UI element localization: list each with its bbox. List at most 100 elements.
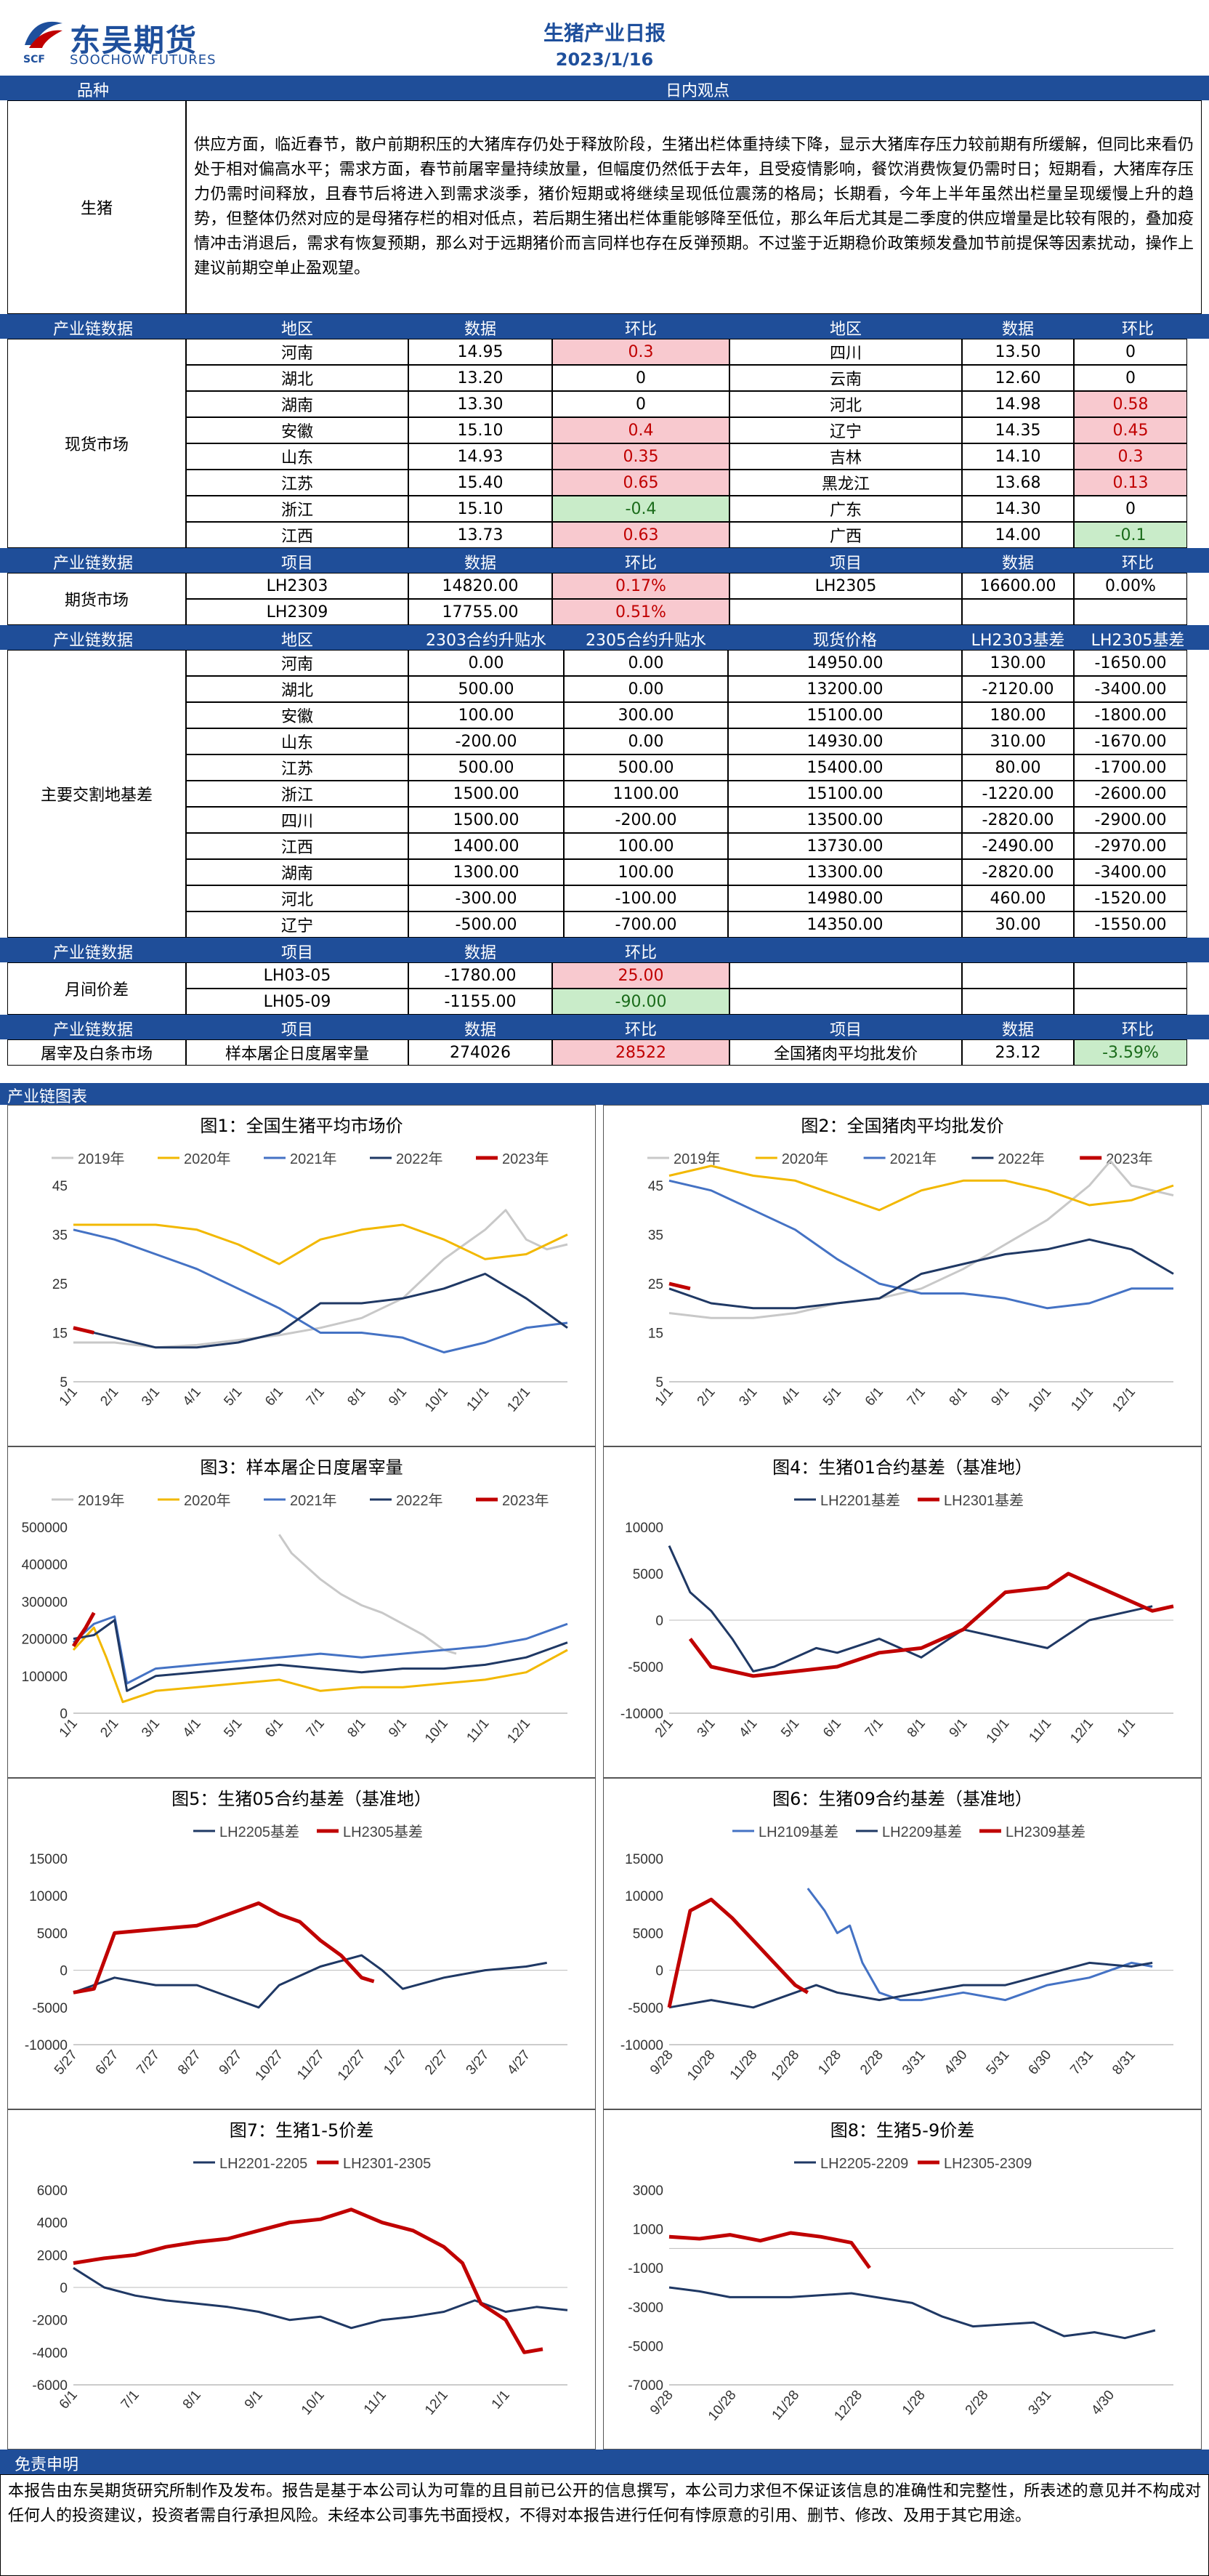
basis-row-cell: 180.00 [962,702,1074,728]
spot-row-cell: 14.95 [408,339,552,365]
x-tick-label: 10/1 [1025,1385,1054,1415]
spread-row-cell [1074,989,1187,1015]
x-tick-label: 10/1 [422,1716,451,1747]
chart-svg: 2019年 2020年 2021年 2022年 2023年 0 100000 200000 30… [22,1492,568,1747]
legend-label: 2019年 [674,1151,721,1167]
basis-row-cell: -2900.00 [1074,807,1187,833]
basis-row-cell: 460.00 [962,885,1074,911]
futures-row-cell: 0.51% [552,599,729,625]
basis-band-col: 地区 [280,632,313,650]
slaughter-band-col: 环比 [1121,1021,1154,1039]
basis-row-cell: 14350.00 [728,911,962,938]
basis-row-cell: 山东 [186,728,408,754]
spot-market-label: 现货市场 [7,339,186,548]
basis-row-cell: -1520.00 [1074,885,1187,911]
basis-row-cell: -1650.00 [1074,650,1187,676]
chart-title: 图2：全国猪肉平均批发价 [801,1116,1004,1136]
legend-label: 2021年 [290,1151,337,1167]
spot-row-cell: 0.58 [1074,391,1187,417]
spread-label: 月间价差 [7,962,186,1015]
spot-row-cell: 14.98 [962,391,1074,417]
spot-row-cell: 浙江 [186,496,408,522]
spot-row-cell: 0.13 [1074,470,1187,496]
futures-band-col: 环比 [1121,555,1154,573]
basis-row-cell: -2820.00 [962,807,1074,833]
basis-row-cell: 500.00 [408,754,564,781]
basis-row-cell: -700.00 [564,911,728,938]
spread-row-cell [962,962,1074,989]
spot-row-cell: 云南 [729,365,962,391]
intraday-view-text: 供应方面，临近春节，散户前期积压的大猪库存仍处于释放阶段，生猪出栏体重持续下降，… [186,100,1202,314]
slaughter-band-col: 数据 [1001,1021,1034,1039]
x-tick-label: 4/30 [942,2048,971,2078]
legend-label: LH2301基差 [944,1492,1024,1509]
spot-row-cell: 15.10 [408,417,552,443]
x-tick-label: 2/1 [97,1385,121,1409]
x-tick-label: 6/30 [1025,2048,1054,2078]
x-tick-label: 12/1 [1067,1716,1096,1747]
futures-row-cell: 17755.00 [408,599,552,625]
y-tick-label: 15000 [625,1852,663,1867]
legend-label: 2019年 [78,1151,125,1167]
series-line [278,1534,457,1655]
y-tick-label: 300000 [22,1595,68,1610]
spot-row-cell: 安徽 [186,417,408,443]
chart-c3: 图3：样本屠企日度屠宰量 2019年 2020年 2021年 2022年 2023年 0 10… [7,1446,596,1778]
x-tick-label: 3/31 [1025,2388,1054,2418]
basis-row-cell: 14950.00 [728,650,962,676]
chart-title: 图5：生猪05合约基差（基准地） [171,1789,432,1809]
spot-band-col: 地区 [280,321,313,339]
chart-c5: 图5：生猪05合约基差（基准地） LH2205基差 LH2305基差 -10000 -5… [7,1778,596,2109]
x-tick-label: 11/1 [464,1385,493,1414]
basis-row-cell: 14980.00 [728,885,962,911]
x-tick-label: 3/1 [736,1385,760,1409]
x-tick-label: 5/1 [820,1385,844,1409]
y-tick-label: 10000 [625,1521,663,1536]
series-line [668,1159,1174,1319]
y-tick-label: 1000 [633,2223,663,2238]
basis-row-cell: 1400.00 [408,833,564,859]
x-tick-label: 4/1 [736,1716,760,1741]
slaughter-band: 产业链数据 项目 数据 环比 项目 数据 环比 [0,1015,1209,1039]
legend-label: LH2205-2209 [820,2156,908,2172]
basis-band-col: 产业链数据 [52,632,133,650]
futures-row-cell: 0.17% [552,573,729,599]
spot-band-col: 数据 [464,321,496,339]
company-logo: 东吴期货 SCF SOOCHOW FUTURES [22,16,218,71]
spot-row-cell: 13.30 [408,391,552,417]
x-tick-label: 9/1 [988,1385,1012,1409]
y-tick-label: 400000 [22,1558,68,1573]
futures-band-col: 环比 [624,555,657,573]
spot-row-cell: 湖南 [186,391,408,417]
x-tick-label: 8/1 [947,1385,971,1409]
futures-row-cell [729,599,962,625]
x-tick-label: 4/1 [180,1716,204,1741]
y-tick-label: 100000 [22,1670,68,1685]
x-tick-label: 12/1 [422,2388,451,2418]
basis-row-cell: 310.00 [962,728,1074,754]
spot-row-cell: 15.40 [408,470,552,496]
legend-label: 2019年 [78,1492,125,1509]
spot-row-cell: 14.93 [408,443,552,470]
y-tick-label: 200000 [22,1633,68,1648]
basis-row-cell: -2600.00 [1074,781,1187,807]
basis-label: 主要交割地基差 [7,650,186,938]
disclaimer-band-label: 免责申明 [15,2456,79,2474]
chart-c6: 图6：生猪09合约基差（基准地） LH2109基差 LH2209基差 LH2309基差… [603,1778,1202,2109]
x-tick-label: 9/1 [242,2388,266,2412]
x-tick-label: 6/1 [262,1716,286,1741]
variety-cell: 生猪 [7,100,186,314]
report-title: 生猪产业日报 [543,21,666,45]
y-tick-label: -5000 [32,2001,68,2016]
basis-row-cell: 江苏 [186,754,408,781]
x-tick-label: 9/27 [217,2048,246,2078]
basis-row-cell: 100.00 [564,859,728,885]
spot-row-cell: 广西 [729,522,962,548]
y-tick-label: 15000 [29,1852,68,1867]
y-tick-label: 0 [655,1964,663,1979]
charts-band-label: 产业链图表 [7,1088,88,1106]
spot-band-col: 环比 [624,321,657,339]
y-tick-label: 0 [60,1707,68,1722]
slaughter-row-cell: 274026 [408,1039,552,1066]
futures-band-col: 产业链数据 [52,555,133,573]
